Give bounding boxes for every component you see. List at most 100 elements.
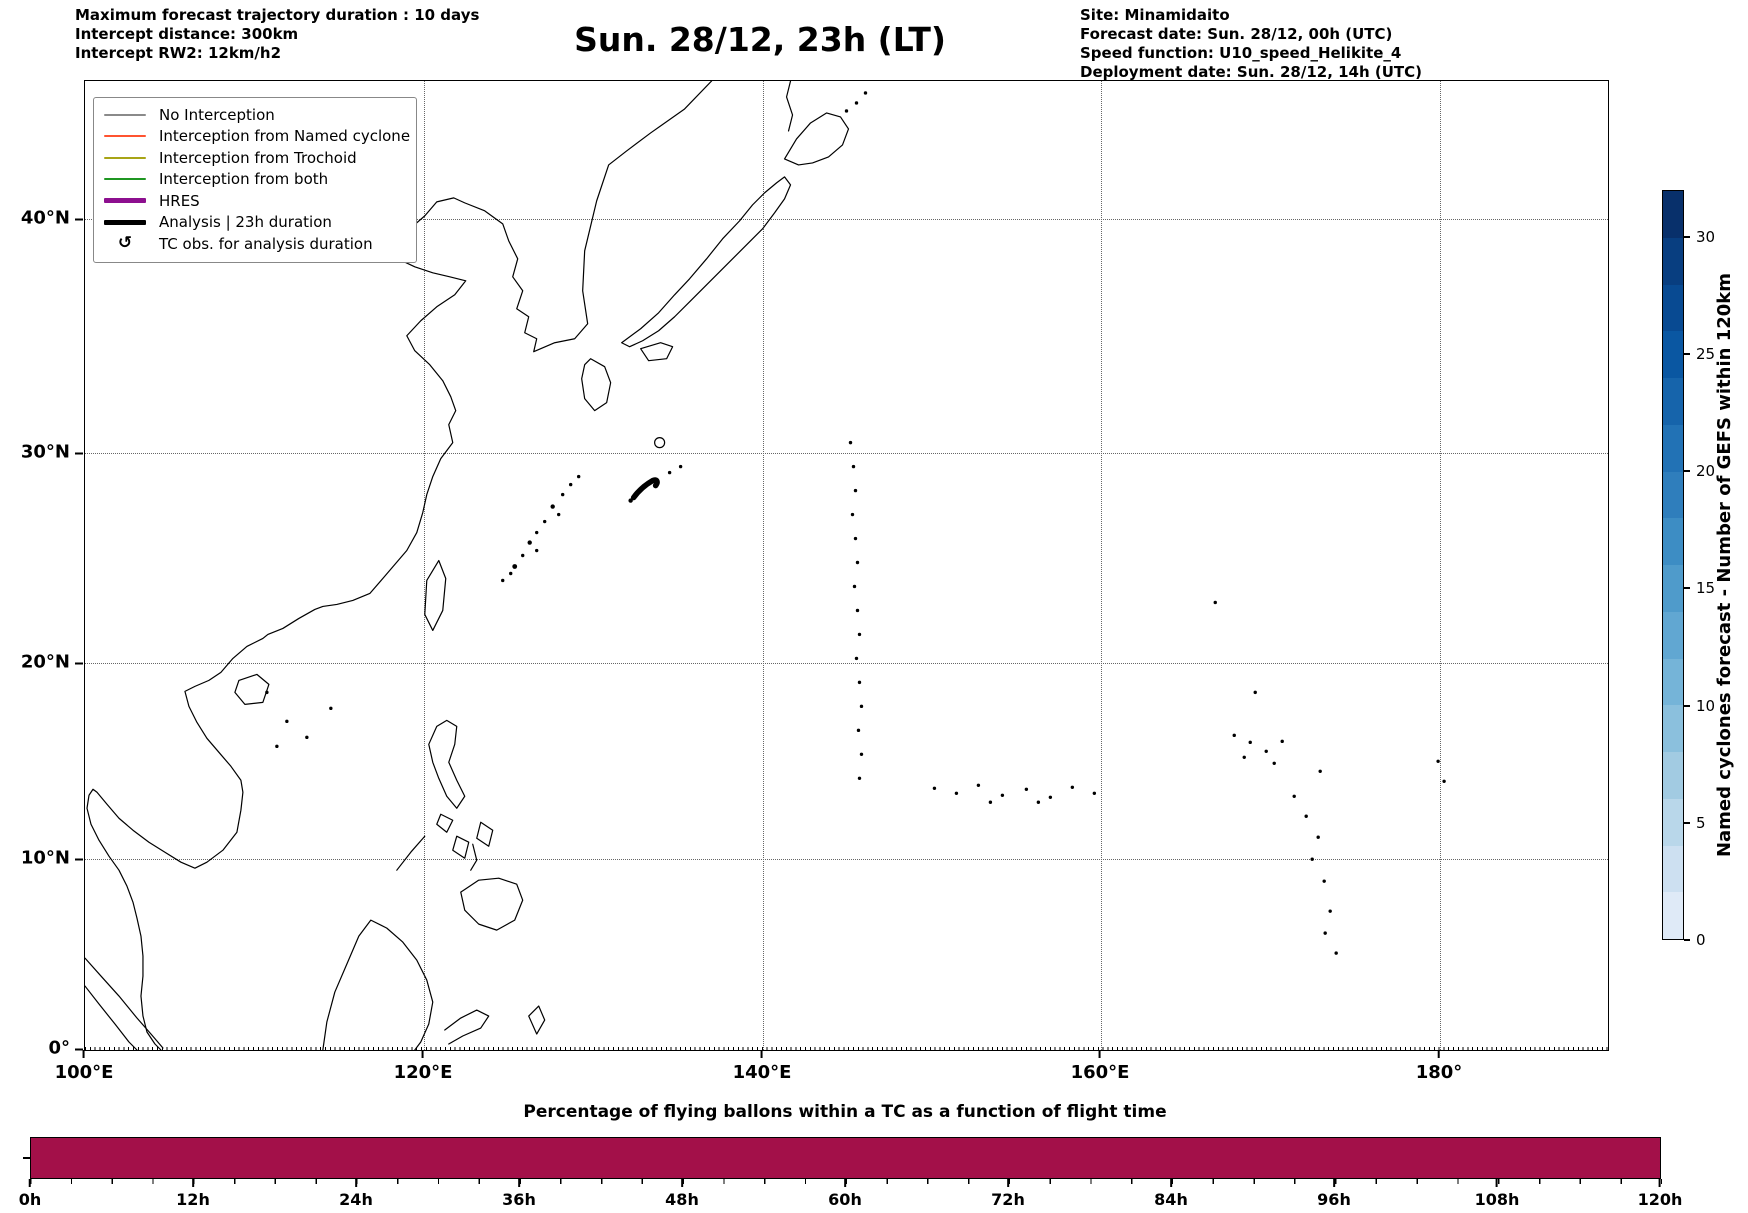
- bar-chart-x-tick-mark: [1495, 1179, 1498, 1187]
- bar-chart-x-tick: 48h: [665, 1179, 699, 1209]
- balloon-percentage-bar: [30, 1137, 1661, 1179]
- legend-item: Interception from Named cyclone: [104, 126, 410, 148]
- longitude-tick: 160°E: [1071, 1050, 1129, 1083]
- colorbar-segment: [1663, 798, 1683, 846]
- legend-item-label: Interception from both: [159, 170, 329, 189]
- bar-chart-x-tick: 12h: [176, 1179, 210, 1209]
- longitude-tick-mark: [761, 1050, 763, 1058]
- bar-chart-x-tick-label: 72h: [991, 1190, 1025, 1209]
- latitude-tick-mark: [75, 662, 83, 664]
- bar-chart-x-tick-label: 36h: [502, 1190, 536, 1209]
- colorbar-tick-label: 25: [1696, 345, 1716, 363]
- bar-chart-x-tick-mark: [844, 1179, 846, 1187]
- latitude-gridline: [85, 453, 1608, 454]
- colorbar-tick-mark: [1684, 353, 1690, 355]
- legend-item-label: No Interception: [159, 105, 275, 124]
- colorbar-tick-label: 20: [1696, 462, 1716, 480]
- header-right-line: Speed function: U10_speed_Helikite_4: [1080, 44, 1402, 62]
- legend-item-label: Interception from Named cyclone: [159, 127, 411, 146]
- legend-line-icon: [104, 113, 146, 116]
- colorbar-tick: 15: [1684, 579, 1715, 597]
- legend-line-icon: [104, 135, 146, 138]
- coastline-asia: [86, 81, 713, 1050]
- legend-item: Interception from Trochoid: [104, 147, 406, 169]
- latitude-tick-mark: [75, 1048, 83, 1050]
- longitude-tick-label: 100°E: [54, 1062, 114, 1083]
- map-bottom-minor-ticks: [85, 1046, 1608, 1050]
- colorbar-segment: [1663, 284, 1683, 332]
- tc-cyclone-icon: ↺: [117, 233, 133, 254]
- header-left-line: Maximum forecast trajectory duration : 1…: [75, 6, 480, 24]
- colorbar-tick-label: 5: [1696, 814, 1706, 832]
- coastline-kyushu: [581, 358, 612, 412]
- legend-item-label: TC obs. for analysis duration: [159, 234, 373, 253]
- coastline-map: [85, 81, 1446, 1050]
- colorbar-axis-label: Named cyclones forecast - Number of GEFS…: [1714, 272, 1735, 858]
- bar-chart-x-tick-label: 108h: [1474, 1190, 1520, 1209]
- legend-line-sample: [104, 219, 146, 225]
- latitude-tick-mark: [75, 452, 83, 454]
- longitude-tick-mark: [1437, 1050, 1440, 1058]
- longitude-tick: 100°E: [54, 1050, 114, 1083]
- colorbar-segment: [1663, 845, 1683, 893]
- colorbar-tick: 5: [1684, 814, 1706, 832]
- longitude-gridline: [1101, 81, 1102, 1050]
- colorbar-tick: 25: [1684, 345, 1715, 363]
- figure-title: Sun. 28/12, 23h (LT): [574, 20, 946, 59]
- colorbar: [1662, 190, 1684, 940]
- latitude-tick-label: 0°: [48, 1037, 70, 1059]
- bar-chart-x-tick: 60h: [828, 1179, 862, 1209]
- colorbar-segment: [1663, 378, 1683, 425]
- colorbar-tick: 30: [1684, 228, 1715, 246]
- coastline-hokkaido: [783, 112, 850, 166]
- bar-chart-x-tick-label: 120h: [1637, 1190, 1683, 1209]
- bar-chart-minor-ticks: [30, 1179, 1662, 1184]
- header-left-line: Intercept RW2: 12km/h2: [75, 44, 282, 62]
- colorbar-tick: 20: [1684, 462, 1715, 480]
- bar-chart-x-tick-label: 24h: [339, 1190, 373, 1209]
- latitude-tick: 0°: [4, 1038, 84, 1059]
- bar-chart-x-tick-mark: [518, 1179, 520, 1187]
- colorbar-ticks: 0 5 10 15 20 25: [1684, 190, 1738, 949]
- latitude-tick-label: 40°N: [20, 207, 70, 229]
- map-panel: No Interception Interception from Named …: [84, 80, 1609, 1051]
- coastline-hainan: [234, 673, 270, 705]
- legend-line-sample: [104, 113, 146, 116]
- colorbar-segment: [1663, 705, 1683, 752]
- latitude-tick-mark: [75, 218, 83, 220]
- legend-item-label: Interception from Trochoid: [159, 148, 357, 167]
- bar-chart-x-tick: 108h: [1474, 1179, 1520, 1209]
- latitude-gridline: [85, 219, 1608, 220]
- colorbar-tick-label: 0: [1696, 931, 1706, 949]
- longitude-tick: 180°: [1416, 1050, 1462, 1083]
- coastline-sumatra: [85, 957, 164, 1049]
- legend-line-sample: [104, 178, 146, 181]
- colorbar-tick-label: 15: [1696, 579, 1716, 597]
- colorbar-tick-mark: [1684, 705, 1690, 707]
- latitude-gridline: [85, 663, 1608, 664]
- legend-item-label: Analysis | 23h duration: [159, 213, 332, 232]
- colorbar-tick-mark: [1684, 587, 1690, 589]
- latitude-tick: 10°N: [4, 848, 84, 869]
- latitude-tick-label: 10°N: [20, 847, 70, 869]
- island-dots: [265, 91, 1446, 955]
- colorbar-tick-mark: [1684, 822, 1690, 824]
- header-right-line: Deployment date: Sun. 28/12, 14h (UTC): [1080, 63, 1423, 81]
- coastline-malacca: [85, 985, 138, 1050]
- legend-line-icon: [104, 198, 146, 204]
- colorbar-segment: [1663, 471, 1683, 519]
- coastline-honshu: [621, 176, 792, 348]
- coastline-cebu: [470, 843, 478, 871]
- colorbar-segment: [1663, 892, 1683, 939]
- coastline-mindanao: [460, 877, 524, 931]
- colorbar-segment: [1663, 518, 1683, 565]
- bar-chart-x-tick-label: 84h: [1154, 1190, 1188, 1209]
- bar-chart-title: Percentage of flying ballons within a TC…: [523, 1102, 1167, 1122]
- colorbar-segment: [1663, 237, 1683, 285]
- latitude-tick: 30°N: [4, 442, 84, 463]
- map-legend: No Interception Interception from Named …: [93, 97, 417, 263]
- colorbar-tick-mark: [1684, 939, 1690, 941]
- longitude-tick-mark: [1099, 1050, 1101, 1058]
- coastline-mindoro: [436, 813, 454, 833]
- coastline-samar: [476, 821, 494, 847]
